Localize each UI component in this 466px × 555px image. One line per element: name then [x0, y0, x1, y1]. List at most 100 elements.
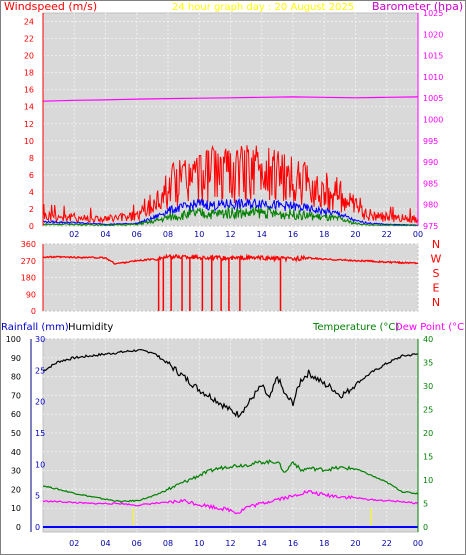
wind-y-tick-label: 20 [24, 52, 34, 61]
humidity-tick-label: 50 [11, 429, 21, 438]
direction-y-tick-label: 180 [21, 274, 36, 283]
humidity-tick-label: 30 [11, 467, 21, 476]
temperature-axis-title: Temperature (°C) [312, 322, 399, 333]
wind-x-tick-label: 02 [69, 230, 79, 239]
compass-letter-label: E [433, 282, 440, 295]
rain-axis: 0 5 10 15 20 25 30 [35, 335, 45, 532]
temperature-tick-label: 40 [423, 335, 433, 344]
dewpoint-axis-title: Dew Point (°C) [395, 322, 466, 333]
temp-x-tick-label: 12 [225, 539, 235, 548]
wind-x-tick-label: 06 [132, 230, 142, 239]
wind-panel-series [42, 96, 419, 227]
compass-letter-label: S [433, 267, 440, 280]
humidity-tick-label: 10 [11, 504, 21, 513]
direction-y-tick-label: 360 [21, 240, 36, 249]
temp-x-tick-label: 10 [194, 539, 204, 548]
barometer-y-tick-label: 985 [423, 179, 438, 188]
rainfall-axis-title: Rainfall (mm) [1, 322, 69, 333]
temperature-line [42, 459, 419, 503]
rain-tick-label: 15 [35, 429, 45, 438]
wind-panel-right-axis: 975 980 985 990 995 1000 1005 1010 1015 1020 1025 [423, 9, 443, 231]
temperature-tick-label: 15 [423, 453, 433, 462]
wind-x-tick-label: 10 [194, 230, 204, 239]
humidity-axis: 0 10 20 30 40 50 60 70 80 90 100 [6, 335, 21, 532]
wind-x-tick-label: 22 [382, 230, 392, 239]
wind-y-tick-label: 16 [24, 86, 34, 95]
rain-tick-label: 30 [35, 335, 45, 344]
wind-y-tick-label: 14 [24, 103, 34, 112]
barometer-line [42, 96, 419, 102]
wind-y-tick-label: 2 [29, 205, 34, 214]
direction-panel-series [42, 253, 419, 311]
wind-y-tick-label: 8 [29, 154, 34, 163]
temp-x-tick-label: 16 [288, 539, 298, 548]
wind-x-tick-label: 04 [100, 230, 110, 239]
humidity-tick-label: 80 [11, 373, 21, 382]
temp-x-tick-label: 22 [382, 539, 392, 548]
wind-x-tick-label: 16 [288, 230, 298, 239]
wind-x-tick-label: 20 [350, 230, 360, 239]
wind-average-line [42, 197, 419, 226]
humidity-tick-label: 20 [11, 485, 21, 494]
dewpoint-line [42, 490, 419, 515]
barometer-axis-title: Barometer (hpa) [372, 0, 463, 13]
wind-x-tick-label: 08 [163, 230, 173, 239]
rain-tick-label: 20 [35, 398, 45, 407]
direction-panel-left-axis: 0 90 180 270 360 [21, 240, 36, 316]
temp-x-tick-label: 06 [132, 539, 142, 548]
direction-y-tick-label: 0 [31, 307, 36, 316]
wind-panel-grid [43, 13, 419, 227]
temp-x-tick-label: 02 [69, 539, 79, 548]
humidity-tick-label: 40 [11, 448, 21, 457]
temperature-tick-label: 35 [423, 359, 433, 368]
temperature-tick-label: 25 [423, 406, 433, 415]
temp-x-tick-label: 14 [257, 539, 267, 548]
wind-y-tick-label: 22 [24, 35, 34, 44]
temp-x-tick-label: 00 [413, 539, 423, 548]
temperature-tick-label: 5 [423, 500, 428, 509]
wind-panel-x-ticks: 02 04 06 08 10 12 14 16 18 20 22 00 [69, 230, 423, 239]
barometer-y-tick-label: 1025 [423, 9, 443, 18]
humidity-axis-title: Humidity [68, 322, 113, 333]
humidity-line [42, 348, 419, 419]
wind-y-tick-label: 12 [24, 120, 34, 129]
graph-title: 24 hour graph day : 20 August 2025 [172, 2, 354, 13]
wind-y-tick-label: 24 [24, 18, 34, 27]
temperature-tick-label: 0 [423, 523, 428, 532]
wind-y-tick-label: 6 [29, 171, 34, 180]
temp-panel-grid [43, 338, 419, 532]
compass-letter-label: N [432, 296, 440, 309]
barometer-y-tick-label: 1005 [423, 94, 443, 103]
wind-y-tick-label: 18 [24, 69, 34, 78]
direction-y-tick-label: 270 [21, 257, 36, 266]
windspeed-axis-title: Windspeed (m/s) [4, 0, 97, 13]
compass-letter-label: N [432, 238, 440, 251]
barometer-y-tick-label: 1015 [423, 52, 443, 61]
wind-y-tick-label: 0 [29, 222, 34, 231]
humidity-tick-label: 0 [16, 523, 21, 532]
humidity-tick-label: 90 [11, 354, 21, 363]
temp-panel-x-ticks: 02 04 06 08 10 12 14 16 18 20 22 00 [69, 539, 423, 548]
barometer-y-tick-label: 980 [423, 201, 438, 210]
humidity-tick-label: 70 [11, 391, 21, 400]
wind-x-tick-label: 00 [413, 230, 423, 239]
temp-x-tick-label: 04 [100, 539, 110, 548]
direction-y-tick-label: 90 [26, 290, 36, 299]
temp-x-tick-label: 18 [319, 539, 329, 548]
temp-x-tick-label: 08 [163, 539, 173, 548]
wind-direction-line [42, 253, 419, 265]
wind-x-tick-label: 12 [225, 230, 235, 239]
wind-x-tick-label: 14 [257, 230, 267, 239]
compass-letter-label: W [431, 253, 442, 266]
barometer-y-tick-label: 975 [423, 222, 438, 231]
wind-x-tick-label: 18 [319, 230, 329, 239]
barometer-y-tick-label: 1000 [423, 116, 443, 125]
temperature-axis: 0 5 10 15 20 25 30 35 40 [423, 335, 433, 532]
barometer-y-tick-label: 1020 [423, 30, 443, 39]
rain-tick-label: 10 [35, 460, 45, 469]
wind-y-tick-label: 10 [24, 137, 34, 146]
temperature-tick-label: 30 [423, 382, 433, 391]
